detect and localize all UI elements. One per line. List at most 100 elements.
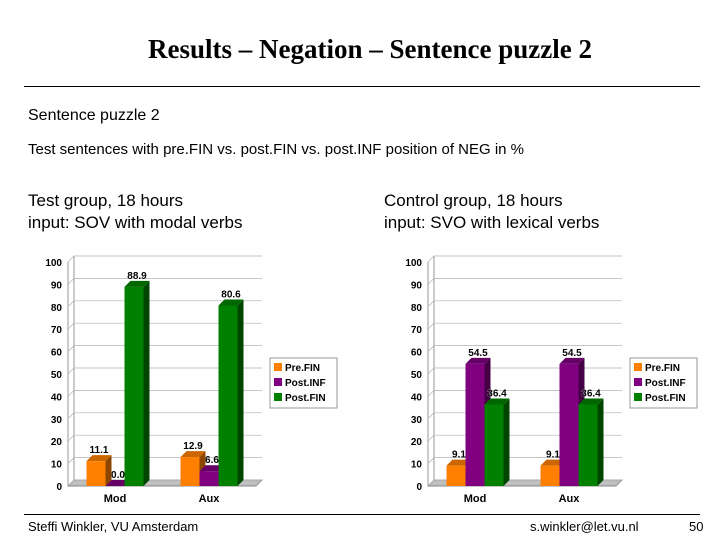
gridline bbox=[427, 367, 622, 375]
y-tick-label: 100 bbox=[45, 258, 62, 269]
y-tick-label: 60 bbox=[51, 348, 63, 359]
title-divider bbox=[24, 86, 700, 87]
gridline bbox=[67, 434, 262, 442]
bar-top bbox=[559, 357, 585, 364]
data-label: 36.4 bbox=[581, 388, 601, 399]
legend-label: Post.FIN bbox=[645, 393, 686, 404]
y-tick-label: 50 bbox=[411, 370, 423, 381]
y-tick-label: 40 bbox=[51, 392, 63, 403]
legend-label: Pre.FIN bbox=[645, 363, 680, 374]
slide-title: Results – Negation – Sentence puzzle 2 bbox=[148, 34, 592, 64]
bar-top bbox=[484, 398, 510, 405]
data-label: 0.0 bbox=[111, 470, 125, 481]
gridline bbox=[427, 322, 622, 330]
bar-postfin-aux bbox=[578, 404, 598, 486]
y-tick-label: 30 bbox=[51, 415, 63, 426]
bar-postfin-mod bbox=[484, 404, 504, 486]
bar-side bbox=[503, 398, 510, 486]
gridline bbox=[427, 345, 622, 352]
gridline bbox=[67, 300, 262, 308]
gridline bbox=[427, 255, 622, 263]
data-label: 54.5 bbox=[562, 348, 582, 359]
y-tick-label: 30 bbox=[411, 415, 423, 426]
gridline bbox=[427, 300, 622, 308]
slide-description: Test sentences with pre.FIN vs. post.FIN… bbox=[28, 141, 525, 158]
control-group-heading: Control group, 18 hours input: SVO with … bbox=[384, 190, 599, 234]
bar-top bbox=[86, 455, 112, 462]
y-tick-label: 40 bbox=[411, 392, 423, 403]
y-tick-label: 80 bbox=[411, 303, 423, 314]
y-tick-label: 90 bbox=[51, 280, 63, 291]
gridline bbox=[67, 255, 262, 263]
legend-swatch bbox=[274, 363, 282, 371]
y-tick-label: 70 bbox=[411, 325, 423, 336]
gridline bbox=[67, 278, 262, 285]
gridline bbox=[427, 278, 622, 285]
footer-divider bbox=[24, 514, 700, 515]
legend-swatch bbox=[274, 378, 282, 386]
bar-prefin-aux bbox=[180, 457, 200, 486]
bar-top bbox=[465, 357, 491, 364]
y-tick-label: 0 bbox=[56, 482, 62, 493]
legend-swatch bbox=[634, 393, 642, 401]
bar-prefin-mod bbox=[446, 465, 466, 486]
control-group-input: input: SVO with lexical verbs bbox=[384, 213, 600, 232]
y-tick-label: 100 bbox=[405, 258, 422, 269]
y-tick-label: 10 bbox=[51, 460, 63, 471]
footer-email: s.winkler@let.vu.nl bbox=[530, 519, 639, 534]
test-group-chart: 0 10 20 30 40 50 60 70 80 90 100 Mod 11.1 0.0 88.9 Aux 1… bbox=[45, 255, 338, 505]
data-label: 11.1 bbox=[90, 445, 109, 456]
x-tick-label: Aux bbox=[199, 493, 221, 505]
y-tick-label: 60 bbox=[411, 348, 423, 359]
bar-postfin-mod bbox=[124, 286, 144, 486]
y-tick-label: 10 bbox=[411, 460, 423, 471]
gridline bbox=[67, 367, 262, 375]
y-tick-label: 50 bbox=[51, 370, 63, 381]
legend-label: Pre.FIN bbox=[285, 363, 320, 374]
bar-side bbox=[105, 455, 112, 486]
x-tick-label: Aux bbox=[559, 493, 581, 505]
bar-postinf-aux bbox=[199, 471, 219, 486]
bar-top bbox=[105, 480, 131, 486]
y-tick-label: 0 bbox=[416, 482, 422, 493]
bar-top bbox=[124, 280, 150, 287]
bar-top bbox=[540, 459, 566, 466]
bar-postinf-mod bbox=[465, 363, 485, 486]
legend-swatch bbox=[634, 378, 642, 386]
bar-top bbox=[446, 459, 472, 466]
y-tick-label: 20 bbox=[51, 437, 63, 448]
control-group-chart: 0 10 20 30 40 50 60 70 80 90 100 Mod 9.1 54.5 36.4 Aux 9… bbox=[405, 255, 698, 505]
test-group-heading: Test group, 18 hours input: SOV with mod… bbox=[28, 190, 242, 234]
footer-author: Steffi Winkler, VU Amsterdam bbox=[28, 519, 199, 534]
bar-prefin-aux bbox=[540, 465, 560, 486]
slide-subtitle: Sentence puzzle 2 bbox=[28, 107, 160, 124]
y-tick-label: 70 bbox=[51, 325, 63, 336]
data-label: 9.1 bbox=[452, 450, 466, 461]
bar-side bbox=[597, 398, 604, 486]
gridline bbox=[67, 412, 262, 420]
bar-top bbox=[180, 451, 206, 458]
gridline bbox=[427, 434, 622, 442]
gridline bbox=[427, 457, 622, 464]
legend-swatch bbox=[274, 393, 282, 401]
plot-area bbox=[68, 256, 262, 486]
bar-top bbox=[578, 398, 604, 405]
control-group-title: Control group, 18 hours bbox=[384, 191, 563, 210]
legend-label: Post.INF bbox=[285, 378, 326, 389]
gridline bbox=[67, 390, 262, 397]
data-label: 36.4 bbox=[487, 388, 507, 399]
page-number: 50 bbox=[689, 519, 704, 534]
x-tick-label: Mod bbox=[464, 493, 487, 505]
bar-side bbox=[237, 299, 244, 486]
bar-postinf-aux bbox=[559, 363, 579, 486]
data-label: 54.5 bbox=[468, 348, 488, 359]
x-tick-label: Mod bbox=[104, 493, 127, 505]
test-group-input: input: SOV with modal verbs bbox=[28, 213, 243, 232]
bar-side bbox=[143, 280, 150, 486]
gridline bbox=[427, 390, 622, 397]
test-group-title: Test group, 18 hours bbox=[28, 191, 183, 210]
data-label: 88.9 bbox=[127, 271, 147, 282]
gridline bbox=[427, 412, 622, 420]
bar-postfin-aux bbox=[218, 305, 238, 486]
y-tick-label: 20 bbox=[411, 437, 423, 448]
